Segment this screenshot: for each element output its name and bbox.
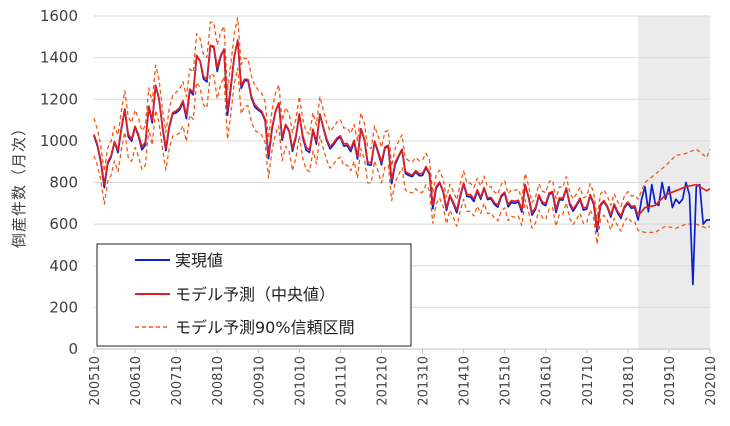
y-tick-1600: 1600 [40, 7, 78, 25]
x-tick-201910: 201910 [663, 356, 678, 406]
legend-label-actual: 実現値 [175, 251, 223, 270]
y-tick-1000: 1000 [40, 132, 78, 150]
x-tick-200810: 200810 [211, 356, 226, 406]
y-tick-400: 400 [49, 257, 78, 275]
y-tick-labels: 0 200 400 600 800 1000 1200 1400 1600 [40, 7, 78, 358]
series-median [93, 39, 711, 230]
x-tick-201010: 201010 [293, 356, 308, 406]
legend-label-interval: モデル予測90%信頼区間 [175, 318, 355, 337]
x-tick-200510: 200510 [88, 356, 103, 406]
y-tick-200: 200 [49, 298, 78, 316]
y-tick-800: 800 [49, 174, 78, 192]
y-tick-0: 0 [68, 340, 78, 358]
series-lines [93, 17, 711, 286]
x-tick-labels: 200510 200610 200710 200810 200910 201010 2011… [88, 356, 719, 406]
x-tick-200910: 200910 [252, 356, 267, 406]
x-tick-202010: 202010 [704, 356, 719, 406]
y-tick-600: 600 [49, 215, 78, 233]
legend-label-median: モデル予測（中央値） [175, 285, 335, 304]
x-tick-201210: 201210 [375, 356, 390, 406]
x-tick-201610: 201610 [540, 356, 555, 406]
y-tick-1200: 1200 [40, 90, 78, 108]
x-tick-201310: 201310 [417, 356, 432, 406]
axes [93, 348, 711, 353]
x-tick-201810: 201810 [622, 356, 637, 406]
legend: 実現値 モデル予測（中央値） モデル予測90%信頼区間 [96, 243, 412, 347]
series-interval-lower [93, 67, 711, 245]
series-interval-upper [93, 17, 711, 220]
y-axis-label: 倒産件数（月次） [10, 120, 28, 248]
x-tick-201410: 201410 [458, 356, 473, 406]
x-tick-201110: 201110 [334, 356, 349, 406]
x-tick-201710: 201710 [581, 356, 596, 406]
x-tick-200710: 200710 [170, 356, 185, 406]
y-tick-1400: 1400 [40, 49, 78, 67]
x-tick-201510: 201510 [499, 356, 514, 406]
x-tick-200610: 200610 [129, 356, 144, 406]
